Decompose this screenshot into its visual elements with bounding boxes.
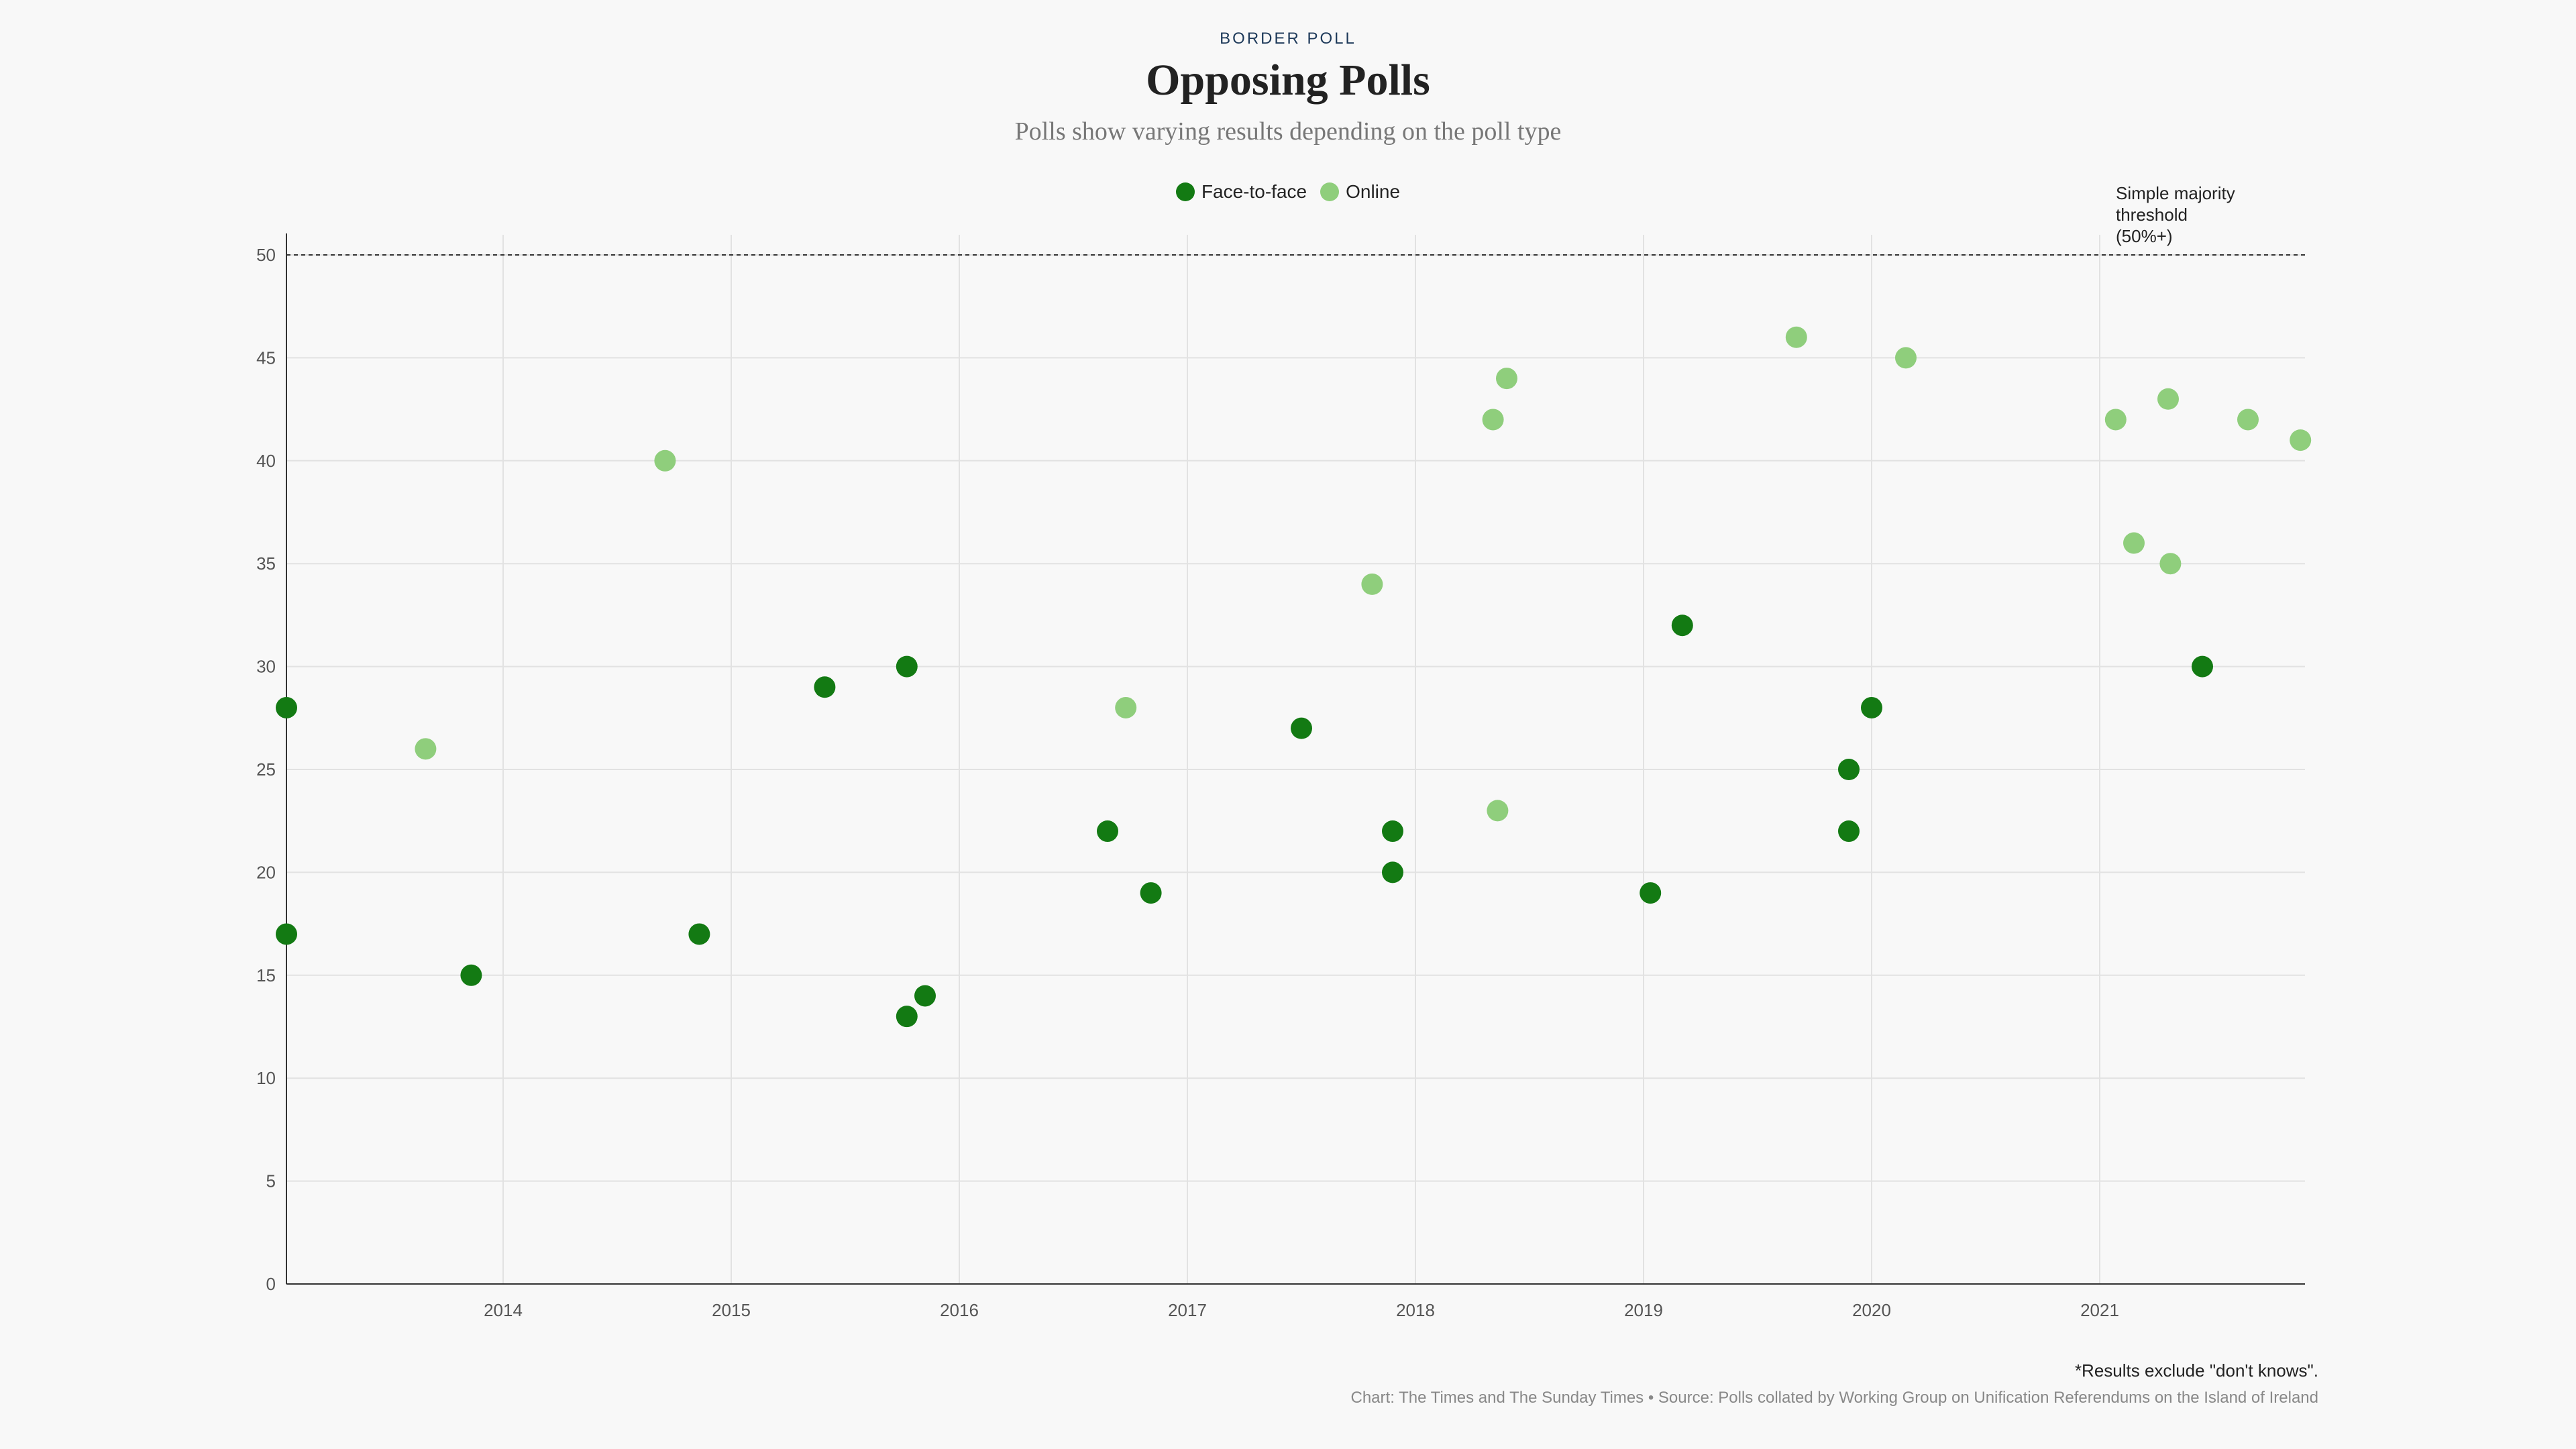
point-face-to-face: [276, 923, 297, 945]
y-tick-label: 30: [256, 657, 276, 677]
legend-label-face-to-face: Face-to-face: [1201, 181, 1307, 202]
point-face-to-face: [914, 985, 936, 1007]
x-tick-label: 2015: [712, 1300, 751, 1320]
point-online: [2159, 553, 2182, 575]
point-online: [1785, 326, 1807, 348]
point-face-to-face: [688, 923, 710, 945]
threshold-annotation-line: threshold: [2116, 205, 2188, 225]
legend-label-online: Online: [1346, 181, 1401, 202]
point-face-to-face: [276, 696, 297, 718]
x-tick-label: 2016: [940, 1300, 979, 1320]
point-face-to-face: [1838, 820, 1860, 843]
chart-subtitle: Polls show varying results depending on …: [1014, 117, 1562, 146]
x-tick-label: 2021: [2080, 1300, 2119, 1320]
y-tick-label: 5: [266, 1171, 276, 1191]
point-face-to-face: [1838, 759, 1860, 780]
point-face-to-face: [1382, 820, 1403, 843]
y-tick-label: 0: [266, 1274, 276, 1294]
point-online: [1487, 800, 1509, 822]
point-face-to-face: [1861, 696, 1882, 718]
y-tick-label: 45: [256, 347, 276, 368]
y-tick-label: 15: [256, 965, 276, 985]
point-online: [2237, 409, 2259, 431]
point-face-to-face: [1640, 882, 1662, 904]
x-tick-label: 2020: [1852, 1300, 1891, 1320]
point-face-to-face: [896, 655, 918, 678]
threshold-annotation-line: (50%+): [2116, 226, 2173, 246]
point-face-to-face: [2192, 655, 2213, 678]
point-face-to-face: [814, 676, 836, 698]
legend-item-face-to-face[interactable]: Face-to-face: [1175, 181, 1307, 203]
y-tick-label: 25: [256, 759, 276, 780]
point-online: [415, 738, 437, 760]
chart-legend: Face-to-face Online: [0, 181, 2576, 203]
y-tick-label: 20: [256, 862, 276, 882]
chart-footnote: *Results exclude "don't knows".: [2074, 1360, 2318, 1381]
point-face-to-face: [1097, 820, 1118, 843]
x-tick-label: 2017: [1168, 1300, 1207, 1320]
point-online: [654, 449, 676, 472]
point-online: [1482, 409, 1504, 431]
point-online: [1496, 368, 1517, 390]
legend-swatch-face-to-face: [1175, 182, 1195, 201]
point-face-to-face: [1382, 861, 1403, 883]
chart-credit: Chart: The Times and The Sunday Times • …: [1350, 1389, 2319, 1407]
point-face-to-face: [1140, 882, 1162, 904]
y-tick-label: 10: [256, 1068, 276, 1088]
y-tick-label: 50: [256, 245, 276, 265]
y-tick-label: 35: [256, 553, 276, 574]
point-online: [2123, 532, 2145, 554]
legend-swatch-online: [1320, 182, 1340, 201]
point-face-to-face: [460, 964, 482, 986]
legend-item-online[interactable]: Online: [1320, 181, 1400, 203]
x-tick-label: 2019: [1624, 1300, 1663, 1320]
point-face-to-face: [1671, 614, 1693, 637]
point-face-to-face: [1291, 717, 1312, 739]
point-online: [1361, 573, 1383, 595]
threshold-annotation: Simple majority threshold (50%+): [2116, 182, 2277, 247]
chart-kicker: BORDER POLL: [1220, 30, 1356, 48]
threshold-annotation-line: Simple majority: [2116, 183, 2235, 203]
x-tick-label: 2014: [484, 1300, 523, 1320]
point-online: [1115, 696, 1137, 718]
chart-title: Opposing Polls: [1146, 56, 1430, 105]
x-tick-label: 2018: [1396, 1300, 1435, 1320]
point-face-to-face: [896, 1006, 918, 1028]
y-tick-label: 40: [256, 451, 276, 471]
point-online: [2290, 429, 2312, 451]
point-online: [1895, 347, 1917, 369]
point-online: [2157, 388, 2179, 410]
point-online: [2104, 409, 2127, 431]
